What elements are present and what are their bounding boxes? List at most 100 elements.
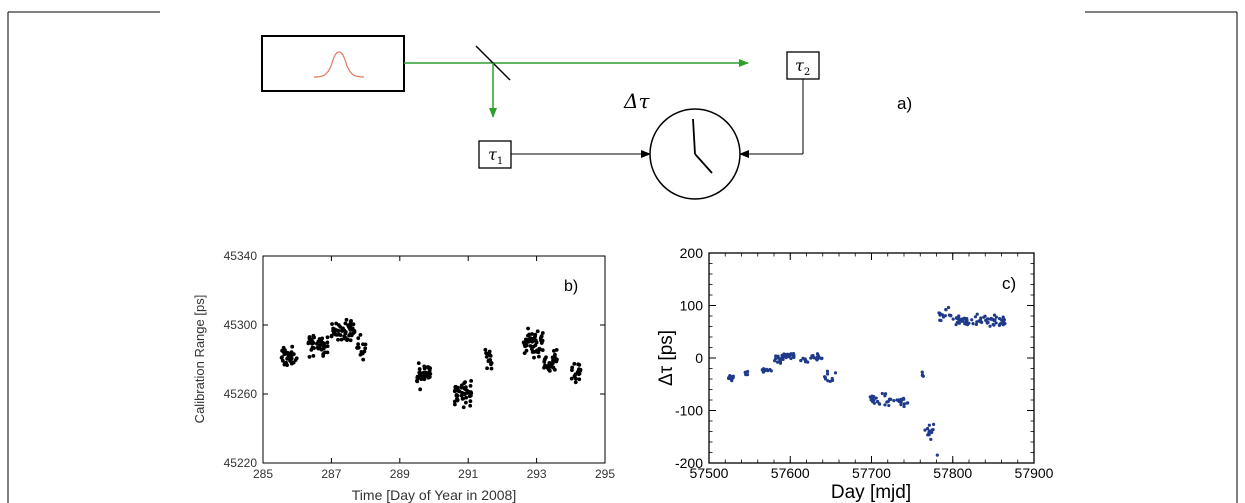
data-point <box>415 374 420 379</box>
data-point <box>336 337 340 342</box>
data-point <box>462 392 467 397</box>
gaussian-pulse-icon <box>313 51 365 78</box>
y-tick-label: -200 <box>675 455 703 471</box>
data-point <box>344 317 349 322</box>
data-point <box>880 391 884 396</box>
data-point <box>931 428 935 432</box>
data-point <box>743 370 747 374</box>
data-point <box>536 354 541 359</box>
data-point <box>955 320 959 324</box>
data-point <box>781 355 786 359</box>
data-point <box>553 352 557 357</box>
data-point <box>464 400 468 405</box>
data-point <box>992 313 997 317</box>
data-point <box>727 376 731 380</box>
data-point <box>286 355 291 360</box>
data-point <box>973 315 978 319</box>
data-point <box>923 428 927 432</box>
data-point <box>321 354 326 358</box>
chart-c-plot-area <box>708 252 1035 464</box>
data-point <box>533 332 538 337</box>
data-point <box>883 394 887 398</box>
data-point <box>554 359 559 364</box>
data-point <box>484 351 488 356</box>
x-tick-label: 287 <box>321 467 341 481</box>
data-point <box>489 361 494 365</box>
data-point <box>823 377 828 381</box>
data-point <box>421 370 426 375</box>
data-point <box>939 318 943 323</box>
data-point <box>336 328 341 333</box>
data-point <box>569 376 574 381</box>
data-point <box>340 328 344 333</box>
clock-hand-hour <box>692 118 696 155</box>
data-point <box>885 400 889 404</box>
clock-hand-minute <box>694 153 713 174</box>
data-point <box>994 315 998 319</box>
data-point <box>287 351 291 356</box>
data-point <box>356 336 361 341</box>
data-point <box>356 342 361 347</box>
diagram-panel-a: τ1 τ2 Δτ a) <box>261 35 912 200</box>
data-point <box>951 317 955 321</box>
data-point <box>971 322 975 326</box>
data-point <box>578 367 583 372</box>
data-point <box>459 384 464 389</box>
x-tick-label: 57800 <box>933 465 972 481</box>
data-point <box>526 326 531 331</box>
data-point <box>920 373 924 377</box>
data-point <box>819 357 824 361</box>
data-point <box>554 347 559 352</box>
data-point <box>282 352 287 357</box>
data-point <box>280 348 285 353</box>
data-point <box>988 324 992 328</box>
data-point <box>312 335 316 340</box>
data-point <box>576 362 581 367</box>
data-point <box>799 358 803 363</box>
data-point <box>967 321 971 325</box>
data-point <box>363 346 368 351</box>
data-point <box>427 370 431 375</box>
data-point <box>358 332 363 337</box>
data-point <box>358 352 363 357</box>
data-point <box>982 315 986 319</box>
data-point <box>310 339 314 343</box>
data-point <box>551 358 555 363</box>
data-point <box>415 379 420 384</box>
data-point <box>902 404 906 409</box>
data-point <box>325 344 330 349</box>
tau1-symbol: τ1 <box>488 145 503 167</box>
data-point <box>825 372 830 376</box>
data-point <box>485 366 489 371</box>
data-point <box>816 354 820 358</box>
data-point <box>745 373 750 377</box>
data-point <box>463 380 468 385</box>
data-point <box>774 354 778 358</box>
data-point <box>488 358 493 362</box>
data-point <box>527 332 532 337</box>
data-point <box>906 401 910 405</box>
y-tick-label: 45340 <box>224 249 258 263</box>
data-point <box>875 400 879 404</box>
data-point <box>488 353 493 358</box>
data-point <box>293 358 298 363</box>
data-point <box>319 340 324 345</box>
data-point <box>1001 323 1005 327</box>
data-point <box>348 320 353 325</box>
data-point <box>284 360 288 365</box>
data-point <box>979 316 983 320</box>
data-point <box>791 352 795 356</box>
x-tick-label: 291 <box>458 467 478 481</box>
data-point <box>975 320 979 324</box>
data-point <box>531 349 535 354</box>
data-point <box>975 312 979 316</box>
data-point <box>573 380 578 385</box>
data-point <box>783 352 787 357</box>
data-point <box>535 329 540 334</box>
data-point <box>1000 318 1004 322</box>
data-point <box>334 332 339 337</box>
data-point <box>985 321 989 325</box>
data-point <box>927 432 931 436</box>
data-point <box>543 357 547 361</box>
data-point <box>348 332 353 336</box>
